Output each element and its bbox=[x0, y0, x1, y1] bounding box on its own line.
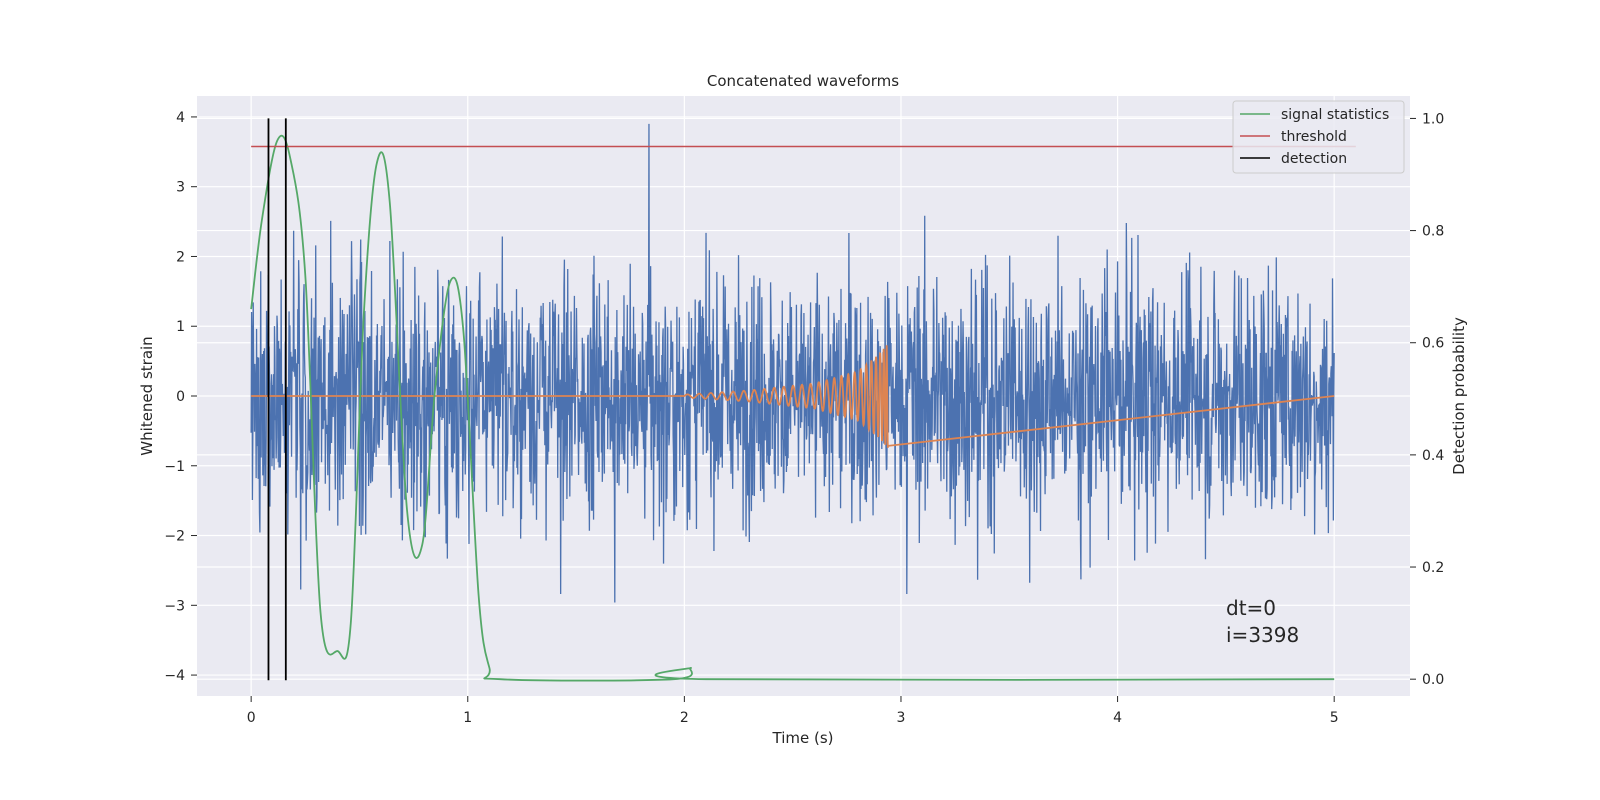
y-tick-label: −1 bbox=[164, 459, 185, 475]
signal-statistics-line bbox=[250, 134, 1335, 682]
x-axis-label: Time (s) bbox=[772, 729, 834, 747]
y2-tick-label: 0.0 bbox=[1422, 672, 1444, 688]
annotation-dt: dt=0 bbox=[1226, 596, 1276, 620]
y2-tick-label: 0.6 bbox=[1422, 336, 1444, 352]
x-tick-label: 1 bbox=[463, 710, 472, 726]
y-tick-label: −4 bbox=[164, 668, 185, 684]
y-tick-label: 2 bbox=[176, 249, 185, 265]
x-tick-label: 2 bbox=[680, 710, 689, 726]
y-tick-label: 4 bbox=[176, 110, 185, 126]
injection-series-line bbox=[251, 345, 1335, 448]
legend-label-threshold: threshold bbox=[1281, 129, 1347, 145]
x-axis-ticks: 0 1 2 3 4 5 bbox=[247, 696, 1339, 726]
legend-label-signal-statistics: signal statistics bbox=[1281, 107, 1389, 123]
y-axis-ticks: −4 −3 −2 −1 0 1 2 3 4 bbox=[164, 110, 197, 684]
legend-label-detection: detection bbox=[1281, 151, 1347, 167]
y-tick-label: 1 bbox=[176, 319, 185, 335]
y-tick-label: 3 bbox=[176, 180, 185, 196]
y2-axis-label: Detection probability bbox=[1450, 317, 1468, 475]
x-tick-label: 0 bbox=[247, 710, 256, 726]
x-tick-label: 4 bbox=[1113, 710, 1122, 726]
y2-tick-label: 0.4 bbox=[1422, 448, 1444, 464]
annotation-i: i=3398 bbox=[1226, 623, 1299, 647]
statistic-path bbox=[250, 134, 1335, 682]
legend-box bbox=[1232, 100, 1405, 174]
y-tick-label: −2 bbox=[164, 529, 185, 545]
y2-tick-label: 0.8 bbox=[1422, 224, 1444, 240]
chart-title: Concatenated waveforms bbox=[707, 72, 899, 90]
y-tick-label: 0 bbox=[176, 389, 185, 405]
y2-tick-label: 1.0 bbox=[1422, 111, 1444, 127]
y-axis-label: Whitened strain bbox=[138, 336, 156, 455]
y2-axis-ticks: 0.0 0.2 0.4 0.6 0.8 1.0 bbox=[1410, 111, 1444, 688]
y-tick-label: −3 bbox=[164, 598, 185, 614]
injection-path bbox=[251, 345, 1335, 448]
y2-tick-label: 0.2 bbox=[1422, 560, 1444, 576]
detection-lines bbox=[267, 118, 287, 681]
legend: signal statistics threshold detection bbox=[1232, 100, 1405, 174]
x-tick-label: 5 bbox=[1330, 710, 1339, 726]
x-tick-label: 3 bbox=[897, 710, 906, 726]
